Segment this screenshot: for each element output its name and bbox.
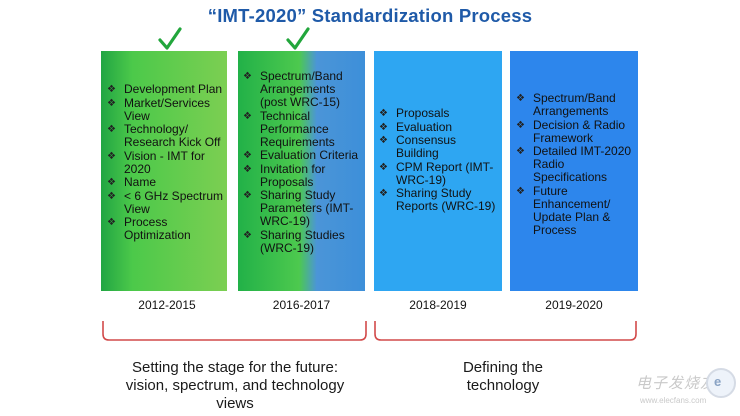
list-item: Sharing Study Parameters (IMT-WRC-19) [243, 189, 365, 228]
list-item: Sharing Studies (WRC-19) [243, 228, 365, 255]
list-item: Technical Performance Requirements [243, 109, 365, 149]
phase-box-2012-2015: Development Plan Market/Services View Te… [101, 51, 227, 291]
list-item: CPM Report (IMT-WRC-19) [379, 160, 502, 187]
watermark-logo-icon: e [706, 368, 736, 398]
bracket-right [374, 321, 637, 341]
list-item: Vision - IMT for 2020 [107, 149, 227, 176]
list-item: Consensus Building [379, 134, 502, 160]
list-item: Process Optimization [107, 216, 227, 242]
list-item: Technology/ Research Kick Off [107, 123, 227, 149]
list-item: Detailed IMT-2020 Radio Specifications [516, 145, 638, 184]
bracket-left [102, 321, 367, 341]
phase-box-2019-2020: Spectrum/Band Arrangements Decision & Ra… [510, 51, 638, 291]
phase-item-list: Spectrum/Band Arrangements Decision & Ra… [516, 92, 638, 237]
phase-item-list: Development Plan Market/Services View Te… [107, 83, 227, 242]
year-label: 2012-2015 [138, 298, 196, 312]
list-item: Evaluation Criteria [243, 149, 365, 163]
watermark-url: www.elecfans.com [640, 396, 707, 405]
year-label: 2016-2017 [272, 298, 331, 312]
list-item: Sharing Study Reports (WRC-19) [379, 187, 502, 213]
phase-box-2018-2019: Proposals Evaluation Consensus Building … [374, 51, 502, 291]
list-item: < 6 GHz Spectrum View [107, 189, 227, 216]
watermark-text: 电子发烧友 [636, 375, 717, 392]
list-item: Future Enhancement/ Update Plan & Proces… [516, 184, 638, 237]
year-label: 2019-2020 [545, 298, 603, 312]
list-item: Name [107, 176, 227, 190]
list-item: Decision & Radio Framework [516, 118, 638, 145]
list-item: Invitation for Proposals [243, 162, 365, 189]
phase-item-list: Spectrum/Band Arrangements (post WRC-15)… [243, 70, 365, 255]
phase-box-2016-2017: Spectrum/Band Arrangements (post WRC-15)… [238, 51, 365, 291]
checkmark-icon [158, 27, 182, 50]
list-item: Spectrum/Band Arrangements [516, 92, 638, 118]
phase-item-list: Proposals Evaluation Consensus Building … [379, 107, 502, 213]
list-item: Spectrum/Band Arrangements (post WRC-15) [243, 70, 365, 109]
list-item: Evaluation [379, 120, 502, 134]
list-item: Development Plan [107, 83, 227, 97]
group-caption-defining-technology: Defining the technology [462, 359, 544, 394]
diagram-title: “IMT-2020” Standardization Process [207, 5, 533, 26]
checkmark-icon [286, 27, 310, 50]
list-item: Market/Services View [107, 96, 227, 123]
group-caption-setting-stage: Setting the stage for the future: vision… [125, 359, 345, 412]
list-item: Proposals [379, 107, 502, 121]
year-label: 2018-2019 [409, 298, 467, 312]
